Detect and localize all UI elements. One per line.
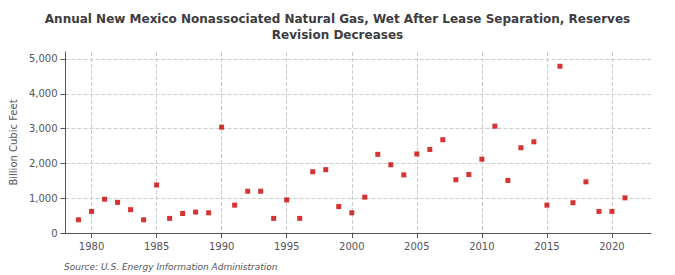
- svg-text:3,000: 3,000: [29, 123, 58, 134]
- svg-text:1990: 1990: [209, 241, 234, 252]
- svg-text:2010: 2010: [469, 241, 494, 252]
- svg-text:2015: 2015: [534, 241, 559, 252]
- svg-text:2000: 2000: [339, 241, 364, 252]
- svg-text:Revision Decreases: Revision Decreases: [272, 28, 403, 42]
- svg-text:4,000: 4,000: [29, 88, 58, 99]
- svg-text:Source: U.S. Energy Informatio: Source: U.S. Energy Information Administ…: [64, 262, 278, 272]
- svg-text:1985: 1985: [144, 241, 169, 252]
- svg-text:2,000: 2,000: [29, 158, 58, 169]
- svg-text:Annual New Mexico Nonassociate: Annual New Mexico Nonassociated Natural …: [45, 12, 630, 26]
- svg-text:2005: 2005: [404, 241, 429, 252]
- svg-text:5,000: 5,000: [29, 53, 58, 64]
- svg-text:Billion Cubic Feet: Billion Cubic Feet: [8, 99, 19, 185]
- svg-text:1995: 1995: [274, 241, 299, 252]
- svg-text:1,000: 1,000: [29, 193, 58, 204]
- svg-text:1980: 1980: [79, 241, 104, 252]
- svg-text:2020: 2020: [599, 241, 624, 252]
- svg-text:0: 0: [51, 228, 57, 239]
